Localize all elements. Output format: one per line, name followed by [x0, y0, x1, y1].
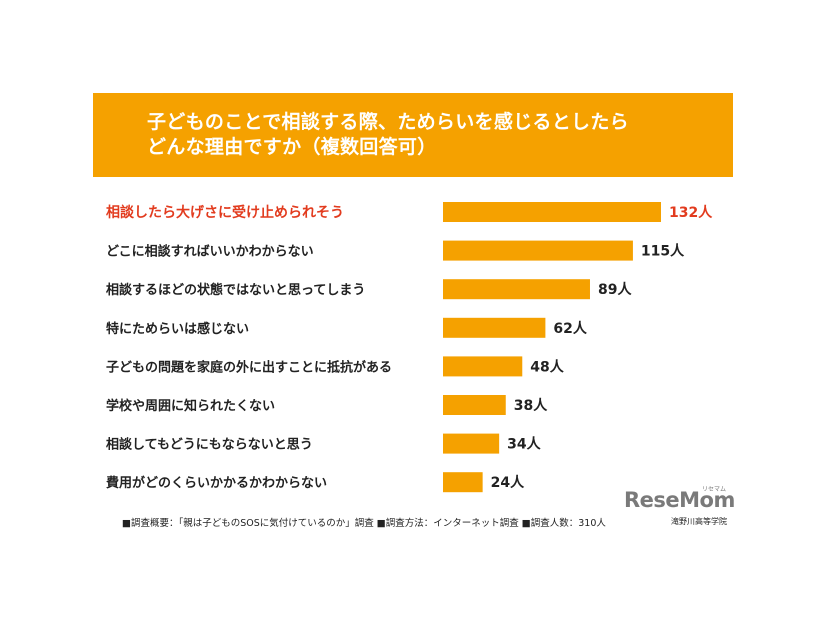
value-label: 48人	[530, 358, 564, 375]
category-label: 費用がどのくらいかかるかわからない	[106, 475, 327, 491]
logo-kana: リセマム	[702, 486, 727, 493]
category-label: 相談してもどうにもならないと思う	[106, 437, 313, 453]
chart-title-line-1: 子どものことで相談する際、ためらいを感じるとしたら	[147, 111, 629, 133]
category-label: 特にためらいは感じない	[106, 321, 249, 337]
bar	[443, 472, 483, 493]
value-label: 115人	[641, 243, 685, 260]
category-label: 子どもの問題を家庭の外に出すことに抵抗がある	[106, 359, 392, 375]
category-label: 学校や周囲に知られたくない	[106, 398, 275, 414]
value-label: 62人	[553, 320, 587, 337]
bar	[443, 202, 661, 222]
survey-footnote: ■調査概要：「親は子どものSOSに気付けているのか」調査 ■調査方法：インターネ…	[122, 518, 606, 529]
resemom-logo: ReseMom リセマム 滝野川高等学院	[624, 486, 735, 528]
chart-title-line-2: どんな理由ですか（複数回答可）	[147, 136, 437, 158]
value-label: 89人	[598, 281, 632, 298]
value-label: 24人	[491, 474, 525, 491]
bar	[443, 279, 590, 300]
value-label: 34人	[507, 436, 541, 453]
bar	[443, 317, 546, 338]
category-label: 相談するほどの状態ではないと思ってしまう	[106, 282, 365, 298]
bar	[443, 395, 506, 415]
logo-mark: ReseMom	[624, 488, 735, 512]
school-credit: 滝野川高等学院	[671, 517, 727, 526]
value-label: 132人	[669, 204, 713, 221]
bar	[443, 433, 500, 454]
value-label: 38人	[514, 397, 548, 414]
bar	[443, 356, 523, 377]
category-label: 相談したら大げさに受け止められそう	[106, 204, 344, 221]
category-label: どこに相談すればいいかわからない	[106, 244, 314, 260]
chart-title-banner: 子どものことで相談する際、ためらいを感じるとしたら どんな理由ですか（複数回答可…	[93, 93, 733, 177]
bar	[443, 240, 633, 261]
